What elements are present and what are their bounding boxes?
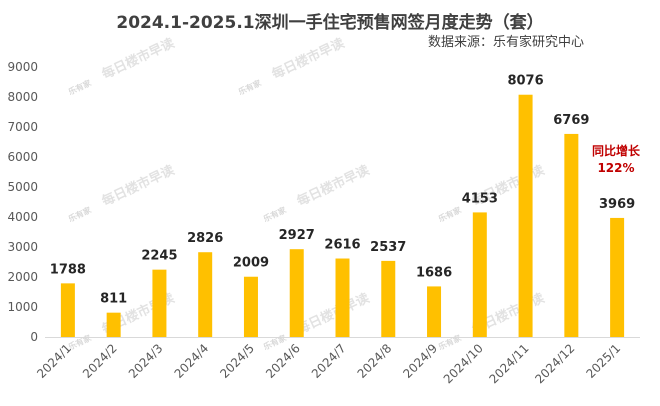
bar-value-label: 1788 <box>50 262 86 277</box>
watermark-text: 每日楼市早读 <box>99 162 176 209</box>
y-tick-label: 6000 <box>7 150 38 164</box>
y-tick-label: 0 <box>30 330 38 344</box>
bar-value-label: 2616 <box>324 238 360 253</box>
bar <box>381 260 396 337</box>
y-tick-label: 1000 <box>7 300 38 314</box>
chart-source: 数据来源：乐有家研究中心 <box>427 35 584 50</box>
yoy-annotation-label: 同比增长 <box>591 144 640 158</box>
bar-series: 1788 811 2245 2826 2009 2927 2616 2537 1686 4153 8… <box>50 74 635 337</box>
watermark-logo: 乐有家 <box>437 204 464 224</box>
x-tick-label: 2024/1 <box>34 341 74 381</box>
yoy-annotation: 同比增长 122% <box>581 143 651 177</box>
bar <box>60 283 75 337</box>
y-tick-label: 5000 <box>7 180 38 194</box>
bar <box>427 286 442 337</box>
chart-title: 2024.1-2025.1深圳一手住宅预售网签月度走势（套） <box>116 13 544 33</box>
y-axis: 0 1000 2000 3000 4000 5000 6000 7000 8000 9000 <box>7 60 38 344</box>
bar <box>472 212 487 337</box>
bar-value-label: 2826 <box>187 231 223 246</box>
bar-value-label: 2245 <box>141 249 177 264</box>
bar-value-label: 2009 <box>233 256 269 271</box>
bar-value-label: 2537 <box>370 240 406 255</box>
bar-value-label: 4153 <box>462 191 498 206</box>
y-tick-label: 8000 <box>7 90 38 104</box>
watermark-text: 每日楼市早读 <box>294 290 371 337</box>
bar <box>335 258 350 337</box>
y-tick-label: 4000 <box>7 210 38 224</box>
watermark-text: 每日楼市早读 <box>269 35 346 82</box>
x-tick-label: 2025/1 <box>583 341 623 381</box>
bar <box>198 252 213 337</box>
x-tick-label: 2024/8 <box>355 341 395 381</box>
y-tick-label: 7000 <box>7 120 38 134</box>
bar <box>106 312 121 337</box>
watermark-text: 每日楼市早读 <box>294 162 371 209</box>
bar <box>243 276 258 337</box>
y-tick-label: 3000 <box>7 240 38 254</box>
bar-value-label: 3969 <box>599 197 635 212</box>
x-tick-label: 2024/11 <box>487 341 532 386</box>
watermark-logo: 乐有家 <box>237 77 264 97</box>
bar <box>610 217 625 337</box>
x-tick-label: 2024/7 <box>309 341 349 381</box>
x-tick-label: 2024/5 <box>217 341 257 381</box>
bar-value-label: 6769 <box>553 113 589 128</box>
y-tick-label: 9000 <box>7 60 38 74</box>
bar-value-label: 8076 <box>507 74 543 89</box>
watermark-logo: 乐有家 <box>262 204 289 224</box>
x-tick-label: 2024/3 <box>126 341 166 381</box>
x-tick-label: 2024/2 <box>80 341 120 381</box>
x-tick-label: 2024/9 <box>400 341 440 381</box>
bar <box>289 249 304 337</box>
bar-value-label: 2927 <box>279 228 315 243</box>
watermark-text: 每日楼市早读 <box>99 35 176 82</box>
watermark-logo: 乐有家 <box>67 77 94 97</box>
x-axis: 2024/1 2024/2 2024/3 2024/4 2024/5 2024/6 2024… <box>34 337 640 386</box>
x-tick-label: 2024/12 <box>532 341 577 386</box>
yoy-annotation-value: 122% <box>597 161 635 175</box>
bar <box>152 269 167 337</box>
watermark-logo: 乐有家 <box>67 204 94 224</box>
bar-value-label: 811 <box>100 292 127 307</box>
y-tick-label: 2000 <box>7 270 38 284</box>
bar <box>518 94 533 337</box>
bar <box>564 133 579 337</box>
bar-value-label: 1686 <box>416 265 452 280</box>
x-tick-label: 2024/4 <box>172 341 212 381</box>
